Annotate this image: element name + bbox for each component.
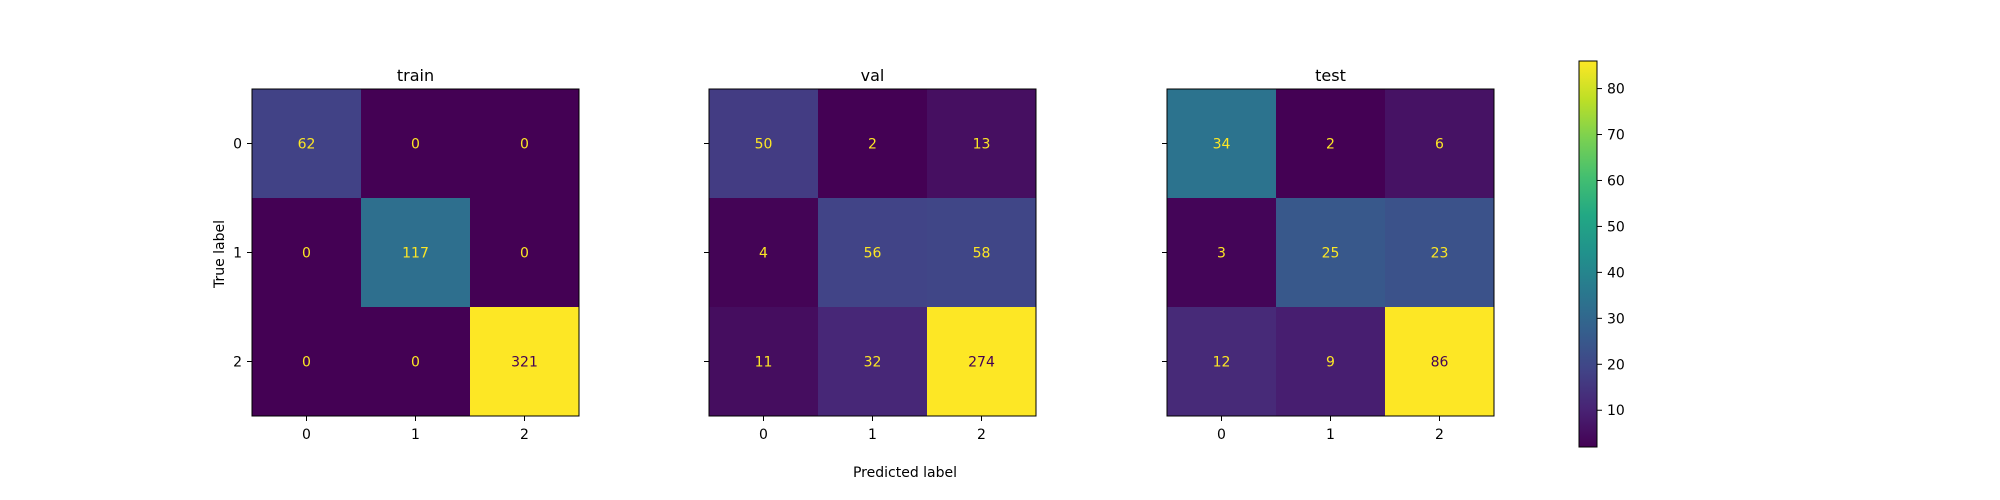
cell-value-label: 0: [520, 137, 529, 153]
x-tick-label: 1: [868, 427, 877, 443]
heatmap-cell: [818, 198, 927, 307]
cell-value-label: 32: [864, 355, 882, 371]
cell-value-label: 56: [864, 246, 882, 262]
cell-value-label: 0: [302, 246, 311, 262]
cell-value-label: 23: [1431, 246, 1449, 262]
cell-value-label: 62: [298, 137, 316, 153]
heatmap-cell: [361, 198, 470, 307]
heatmap-cell: [818, 307, 927, 416]
cell-value-label: 2: [868, 137, 877, 153]
cell-value-label: 0: [411, 137, 420, 153]
cell-value-label: 2: [1326, 137, 1335, 153]
cell-value-label: 3: [1217, 246, 1226, 262]
cell-value-label: 0: [411, 355, 420, 371]
heatmap-cell: [470, 307, 579, 416]
panel-title: val: [861, 66, 885, 85]
colorbar-tick-label: 70: [1607, 128, 1625, 144]
heatmap-cell: [927, 89, 1036, 198]
cell-value-label: 58: [973, 246, 991, 262]
y-tick-label: 2: [233, 355, 242, 371]
cell-value-label: 6: [1435, 137, 1444, 153]
heatmap-cell: [709, 198, 818, 307]
x-tick-label: 0: [759, 427, 768, 443]
heatmap-cell: [818, 89, 927, 198]
heatmap-cell: [1167, 198, 1276, 307]
x-tick-label: 0: [302, 427, 311, 443]
panel-title: test: [1315, 66, 1346, 85]
heatmap-cell: [709, 307, 818, 416]
heatmap-cell: [252, 89, 361, 198]
cell-value-label: 25: [1322, 246, 1340, 262]
cell-value-label: 321: [511, 355, 538, 371]
x-tick-label: 2: [977, 427, 986, 443]
heatmap-cell: [1385, 89, 1494, 198]
heatmap-cell: [361, 307, 470, 416]
heatmap-cell: [927, 198, 1036, 307]
cell-value-label: 11: [755, 355, 773, 371]
heatmap-cell: [927, 307, 1036, 416]
colorbar-tick-label: 80: [1607, 82, 1625, 98]
x-tick-label: 1: [1326, 427, 1335, 443]
colorbar-tick-label: 40: [1607, 265, 1625, 281]
cell-value-label: 12: [1213, 355, 1231, 371]
x-tick-label: 1: [411, 427, 420, 443]
colorbar-tick-label: 20: [1607, 357, 1625, 373]
colorbar-tick-label: 10: [1607, 403, 1625, 419]
panel-val: val 50 2 13 4 56 58 11 32 274 0 1 2: [704, 66, 1037, 443]
colorbar: 10 20 30 40 50 60 70 80: [1578, 60, 1625, 448]
heatmap-cell: [1167, 307, 1276, 416]
heatmap-cell: [470, 89, 579, 198]
panel-title: train: [397, 66, 434, 85]
colorbar-gradient: [1578, 60, 1598, 448]
x-tick-label: 2: [1435, 427, 1444, 443]
heatmap-cell: [1276, 89, 1385, 198]
heatmap-cell: [470, 198, 579, 307]
colorbar-tick-label: 50: [1607, 219, 1625, 235]
colorbar-tick-label: 30: [1607, 311, 1625, 327]
heatmap-cell: [252, 198, 361, 307]
panel-train: train 62 0 0 0 117 0 0 0 321 0 1 2 0 1 2: [233, 66, 580, 443]
x-axis-label: Predicted label: [853, 465, 957, 481]
heatmap-cell: [1276, 198, 1385, 307]
cell-value-label: 0: [302, 355, 311, 371]
heatmap-cell: [1276, 307, 1385, 416]
cell-value-label: 117: [402, 246, 429, 262]
colorbar-tick-label: 60: [1607, 173, 1625, 189]
x-tick-label: 2: [520, 427, 529, 443]
cell-value-label: 13: [973, 137, 991, 153]
heatmap-cell: [1385, 198, 1494, 307]
heatmap-cell: [361, 89, 470, 198]
cell-value-label: 50: [755, 137, 773, 153]
heatmap-cell: [1385, 307, 1494, 416]
heatmap-cell: [252, 307, 361, 416]
cell-value-label: 274: [968, 355, 995, 371]
y-tick-label: 0: [233, 137, 242, 153]
cell-value-label: 34: [1213, 137, 1231, 153]
y-tick-label: 1: [233, 246, 242, 262]
heatmap-cell: [1167, 89, 1276, 198]
heatmap-cell: [709, 89, 818, 198]
cell-value-label: 9: [1326, 355, 1335, 371]
cell-value-label: 86: [1431, 355, 1449, 371]
cell-value-label: 0: [520, 246, 529, 262]
y-axis-label: True label: [212, 220, 228, 289]
cell-value-label: 4: [759, 246, 768, 262]
x-tick-label: 0: [1217, 427, 1226, 443]
